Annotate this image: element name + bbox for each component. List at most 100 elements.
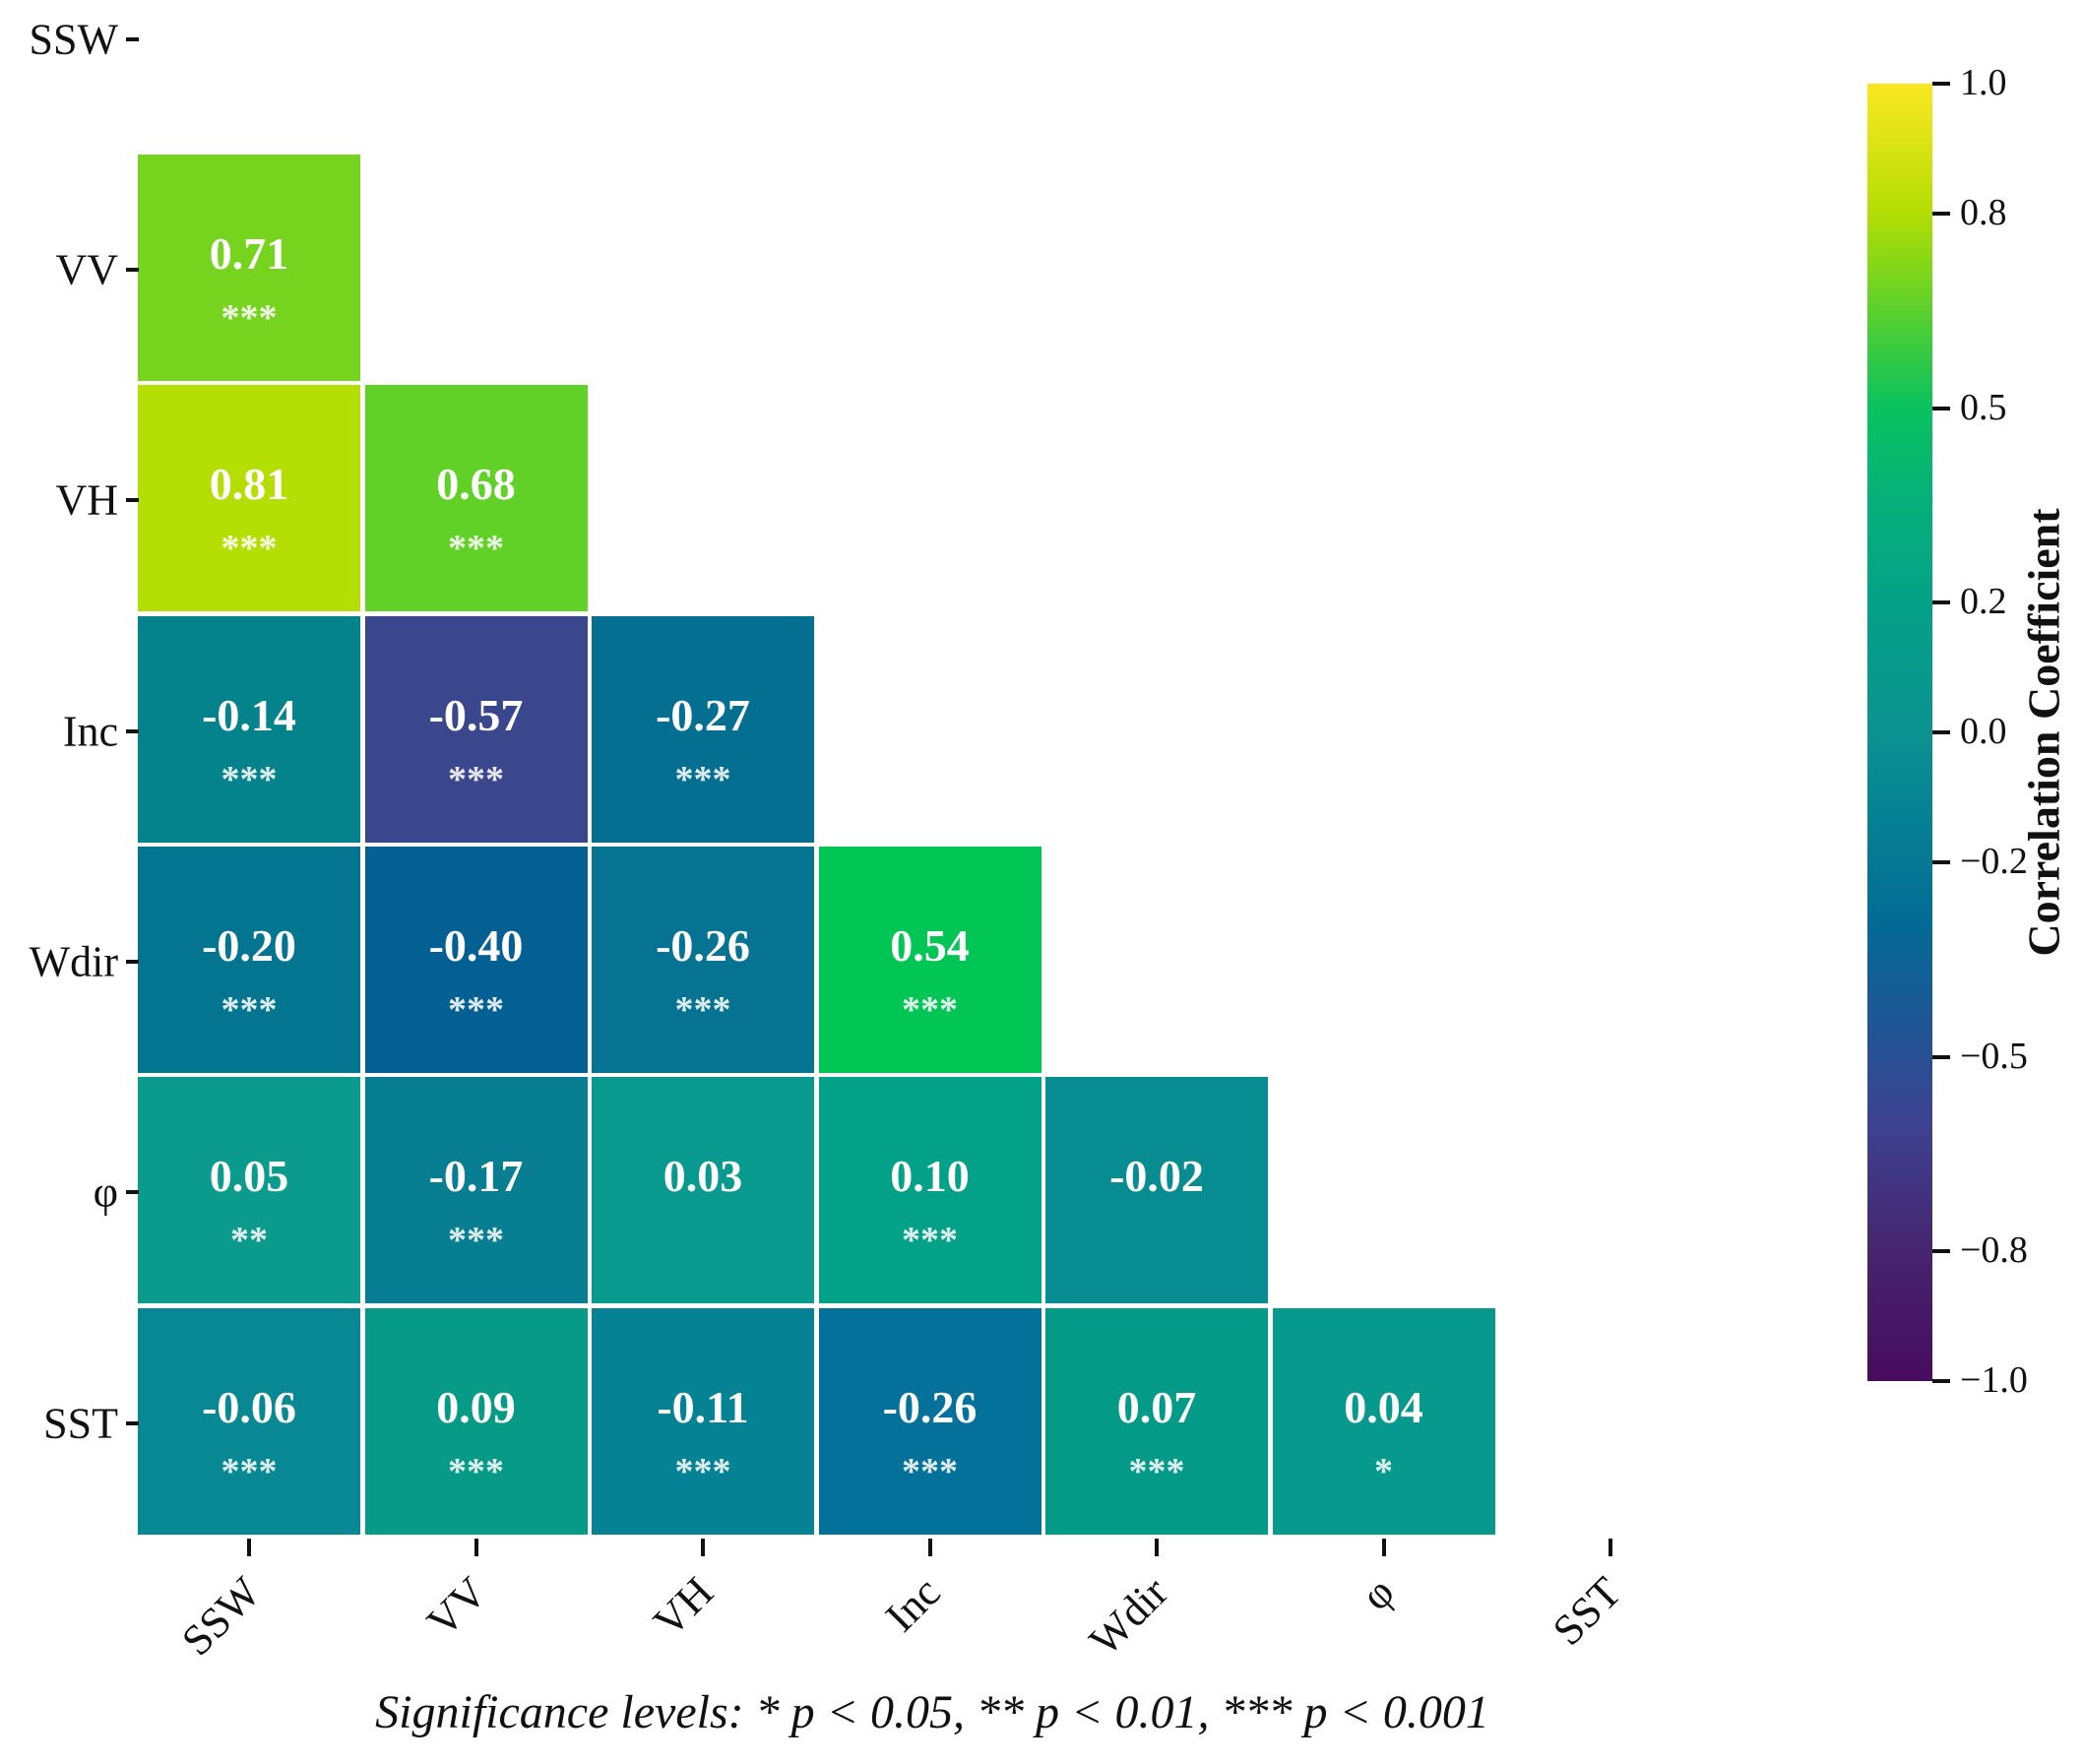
cell-significance-stars: *** [448, 1450, 504, 1492]
colorbar-tick-mark [1932, 859, 1950, 864]
colorbar-tick-mark [1932, 82, 1950, 86]
x-tick-label-SSW: SSW [171, 1567, 270, 1666]
cell-significance-stars: *** [448, 758, 504, 800]
y-tick-label-Wdir: Wdir [29, 937, 118, 986]
x-tick-mark [701, 1539, 705, 1556]
cell-value: -0.40 [428, 919, 524, 971]
cell-significance-stars: *** [448, 989, 504, 1032]
x-tick-mark [247, 1539, 251, 1556]
cell-significance-stars: *** [902, 1450, 958, 1492]
colorbar-tick-mark [1932, 600, 1950, 605]
colorbar-tick-mark [1932, 1379, 1950, 1383]
cell-significance-stars: *** [221, 528, 278, 570]
colorbar-tick-mark [1932, 730, 1950, 734]
cell-value: -0.27 [656, 689, 750, 740]
heatmap-cell-SST-VV: 0.09 *** [364, 1307, 588, 1535]
cell-significance-stars: *** [221, 989, 278, 1032]
cell-value: -0.14 [202, 689, 296, 740]
colorbar-tick-mark [1932, 1054, 1950, 1059]
colorbar-label: Correlation Coefficient [2018, 508, 2069, 957]
x-tick-mark [473, 1539, 478, 1556]
y-tick-mark [126, 268, 139, 272]
cell-value: -0.20 [202, 919, 296, 971]
y-tick-label-SSW: SSW [29, 15, 118, 64]
heatmap-cell-SST-Inc: -0.26 *** [818, 1307, 1042, 1535]
cell-significance-stars: *** [674, 989, 731, 1032]
cell-value: 0.71 [209, 228, 289, 279]
cell-value: 0.04 [1344, 1381, 1423, 1432]
colorbar-tick-label: 0.5 [1960, 386, 2007, 428]
cell-value: -0.26 [882, 1381, 978, 1432]
heatmap-cell-Wdir-SSW: -0.20 *** [138, 846, 360, 1073]
cell-value: 0.05 [209, 1151, 289, 1202]
x-tick-mark [1381, 1539, 1386, 1556]
heatmap-cell-SST-SSW: -0.06 *** [138, 1307, 360, 1535]
y-tick-label-φ: φ [93, 1167, 118, 1217]
x-tick-label-SST: SST [1544, 1567, 1631, 1655]
colorbar-tick-label: 1.0 [1960, 62, 2007, 104]
heatmap-cell-φ-VH: 0.03 [592, 1077, 814, 1304]
heatmap-cell-VV-SSW: 0.71 *** [138, 155, 360, 381]
heatmap-cell-Wdir-VH: -0.26 *** [592, 846, 814, 1073]
heatmap-cell-Wdir-VV: -0.40 *** [364, 846, 588, 1073]
heatmap-cell-SST-φ: 0.04 * [1272, 1307, 1495, 1535]
cell-value: -0.26 [656, 919, 750, 971]
cell-value: -0.06 [202, 1381, 296, 1432]
cell-significance-stars: *** [674, 758, 731, 800]
significance-caption: Significance levels: * p < 0.05, ** p < … [375, 1686, 1489, 1738]
cell-significance-stars: * [1374, 1450, 1393, 1492]
cell-value: 0.81 [209, 459, 289, 510]
heatmap-cell-φ-SSW: 0.05 ** [138, 1077, 360, 1304]
cell-value: 0.07 [1116, 1381, 1197, 1432]
cell-value: -0.02 [1109, 1151, 1204, 1202]
y-tick-mark [126, 1190, 139, 1195]
colorbar-tick-mark [1932, 211, 1950, 216]
cell-significance-stars: *** [448, 528, 504, 570]
x-tick-label-Inc: Inc [876, 1567, 950, 1642]
cell-value: 0.03 [663, 1151, 743, 1202]
heatmap-cell-Inc-VV: -0.57 *** [364, 615, 588, 843]
heatmap-cell-SST-Wdir: 0.07 *** [1045, 1307, 1268, 1535]
x-tick-label-VH: VH [644, 1567, 724, 1647]
colorbar-tick-label: −1.0 [1960, 1359, 2028, 1402]
heatmap-cell-Inc-SSW: -0.14 *** [138, 615, 360, 843]
x-tick-mark [1155, 1539, 1159, 1556]
colorbar-tick-mark [1932, 1249, 1950, 1254]
cell-value: 0.68 [436, 459, 516, 510]
heatmap-cell-VH-VV: 0.68 *** [364, 385, 588, 612]
colorbar-tick-label: 0.2 [1960, 581, 2007, 623]
x-tick-label-φ: φ [1352, 1567, 1404, 1620]
y-tick-label-VV: VV [55, 245, 118, 294]
cell-significance-stars: *** [1128, 1450, 1185, 1492]
x-tick-label-Wdir: Wdir [1079, 1567, 1177, 1666]
heatmap-cell-SST-VH: -0.11 *** [592, 1307, 814, 1535]
colorbar-tick-label: −0.8 [1960, 1229, 2028, 1272]
colorbar-tick-label: −0.2 [1960, 840, 2028, 882]
cell-significance-stars: *** [221, 1450, 278, 1492]
x-tick-mark [1609, 1539, 1612, 1556]
cell-value: -0.57 [428, 689, 524, 740]
colorbar-gradient [1867, 84, 1932, 1381]
heatmap-cell-φ-Inc: 0.10 *** [818, 1077, 1042, 1304]
cell-significance-stars: *** [448, 1220, 504, 1262]
cell-value: -0.17 [428, 1151, 524, 1202]
cell-significance-stars: *** [674, 1450, 731, 1492]
cell-significance-stars: *** [221, 758, 278, 800]
y-tick-label-SST: SST [43, 1399, 118, 1447]
heatmap-cell-Inc-VH: -0.27 *** [592, 615, 814, 843]
y-tick-mark [126, 1420, 139, 1425]
cell-value: -0.11 [657, 1381, 749, 1432]
colorbar-tick-label: −0.5 [1960, 1035, 2028, 1077]
colorbar-tick-label: 0.0 [1960, 711, 2007, 753]
y-tick-mark [126, 498, 139, 503]
cell-significance-stars: *** [221, 297, 278, 340]
heatmap-cell-φ-Wdir: -0.02 [1045, 1077, 1268, 1304]
colorbar-tick-mark [1932, 406, 1950, 410]
cell-significance-stars: *** [902, 1220, 958, 1262]
y-tick-mark [126, 36, 139, 41]
cell-significance-stars: *** [902, 989, 958, 1032]
colorbar-tick-label: 0.8 [1960, 191, 2007, 233]
y-tick-label-VH: VH [55, 475, 118, 525]
y-tick-mark [126, 959, 139, 964]
